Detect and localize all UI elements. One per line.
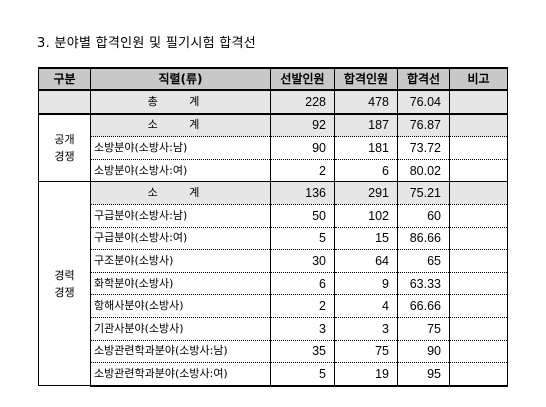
note-cell (449, 136, 508, 160)
table-row: 화학분야(소방사) 6 9 63.33 (39, 272, 508, 296)
cutoff-score: 60 (397, 204, 450, 228)
series-name: 기관사분야(소방사) (90, 317, 271, 341)
total-selected: 228 (270, 90, 335, 115)
cutoff-score: 75 (397, 317, 450, 341)
header-cutoff: 합격선 (397, 67, 450, 91)
table-row: 소방분야(소방사:여) 2 6 80.02 (39, 159, 508, 183)
selected-count: 5 (270, 362, 335, 387)
passed-count: 75 (334, 340, 398, 364)
career-subtotal-cutoff: 75.21 (397, 181, 450, 205)
cutoff-score: 63.33 (397, 272, 450, 296)
public-subtotal-cutoff: 76.87 (397, 113, 450, 138)
passed-count: 15 (334, 227, 398, 251)
table-row: 기관사분야(소방사) 3 3 75 (39, 317, 508, 341)
note-cell (449, 227, 508, 251)
career-subtotal-label: 소 계 (90, 181, 271, 205)
career-subtotal-passed: 291 (334, 181, 398, 205)
public-subtotal-row: 공개 경쟁 소 계 92 187 76.87 (38, 113, 508, 183)
header-category: 구분 (38, 67, 91, 91)
cutoff-score: 86.66 (397, 227, 450, 251)
note-cell (449, 204, 508, 228)
passed-count: 64 (334, 249, 398, 273)
passed-count: 3 (334, 317, 398, 341)
selected-count: 30 (270, 249, 335, 273)
series-name: 구조분야(소방사) (90, 249, 271, 273)
note-cell (449, 340, 508, 364)
career-subtotal-row: 경력 경쟁 소 계 136 291 75.21 (38, 181, 508, 387)
public-category: 공개 경쟁 (38, 113, 91, 183)
cutoff-score: 90 (397, 340, 450, 364)
series-name: 소방분야(소방사:남) (90, 136, 271, 160)
public-subtotal-selected: 92 (270, 113, 335, 138)
table-row: 항해사분야(소방사) 2 4 66.66 (39, 294, 508, 318)
public-subtotal-note (449, 113, 508, 138)
selected-count: 5 (270, 227, 335, 251)
table-row: 구급분야(소방사:남) 50 102 60 (39, 204, 508, 228)
selected-count: 35 (270, 340, 335, 364)
career-subtotal-note (449, 181, 508, 205)
selected-count: 6 (270, 272, 335, 296)
selected-count: 90 (270, 136, 335, 160)
table-row: 소방관련학과분야(소방사:남) 35 75 90 (39, 340, 508, 364)
passed-count: 102 (334, 204, 398, 228)
note-cell (449, 159, 508, 183)
series-name: 소방관련학과분야(소방사:남) (90, 340, 271, 364)
series-name: 항해사분야(소방사) (90, 294, 271, 318)
selected-count: 3 (270, 317, 335, 341)
passed-count: 181 (334, 136, 398, 160)
document-title: 3. 분야별 합격인원 및 필기시험 합격선 (37, 36, 257, 51)
career-subtotal-selected: 136 (270, 181, 335, 205)
passed-count: 4 (334, 294, 398, 318)
public-subtotal-passed: 187 (334, 113, 398, 138)
public-subtotal-label: 소 계 (90, 113, 271, 138)
cutoff-score: 66.66 (397, 294, 450, 318)
note-cell (449, 294, 508, 318)
header-note: 비고 (449, 67, 508, 91)
header-series: 직렬(류) (90, 67, 271, 91)
selected-count: 50 (270, 204, 335, 228)
table-row: 소방관련학과분야(소방사:여) 5 19 95 (39, 362, 508, 387)
cutoff-score: 73.72 (397, 136, 450, 160)
cutoff-score: 65 (397, 249, 450, 273)
note-cell (449, 362, 508, 387)
note-cell (449, 272, 508, 296)
selected-count: 2 (270, 159, 335, 183)
series-name: 소방분야(소방사:여) (90, 159, 271, 183)
career-category: 경력 경쟁 (38, 181, 91, 387)
passed-count: 6 (334, 159, 398, 183)
header-row: 구분 직렬(류) 선발인원 합격인원 합격선 비고 (38, 67, 508, 91)
table-row: 구급분야(소방사:여) 5 15 86.66 (39, 227, 508, 251)
header-passed: 합격인원 (334, 67, 398, 91)
total-category-cell (38, 90, 91, 115)
cutoff-score: 95 (397, 362, 450, 387)
series-name: 화학분야(소방사) (90, 272, 271, 296)
series-name: 구급분야(소방사:남) (90, 204, 271, 228)
total-cutoff: 76.04 (397, 90, 450, 115)
series-name: 소방관련학과분야(소방사:여) (90, 362, 271, 387)
results-table: 구분 직렬(류) 선발인원 합격인원 합격선 비고 총 계 228 478 76… (38, 67, 508, 387)
series-name: 구급분야(소방사:여) (90, 227, 271, 251)
passed-count: 9 (334, 272, 398, 296)
cutoff-score: 80.02 (397, 159, 450, 183)
selected-count: 2 (270, 294, 335, 318)
table-row: 소방분야(소방사:남) 90 181 73.72 (39, 136, 508, 160)
total-label: 총 계 (90, 90, 271, 115)
header-selected: 선발인원 (270, 67, 335, 91)
total-note (449, 90, 508, 115)
note-cell (449, 317, 508, 341)
total-passed: 478 (334, 90, 398, 115)
table-body: 총 계 228 478 76.04 공개 경쟁 소 계 92 187 76.87 소방분야(… (38, 90, 508, 387)
total-row: 총 계 228 478 76.04 (38, 90, 508, 115)
table-row: 구조분야(소방사) 30 64 65 (39, 249, 508, 273)
passed-count: 19 (334, 362, 398, 387)
note-cell (449, 249, 508, 273)
